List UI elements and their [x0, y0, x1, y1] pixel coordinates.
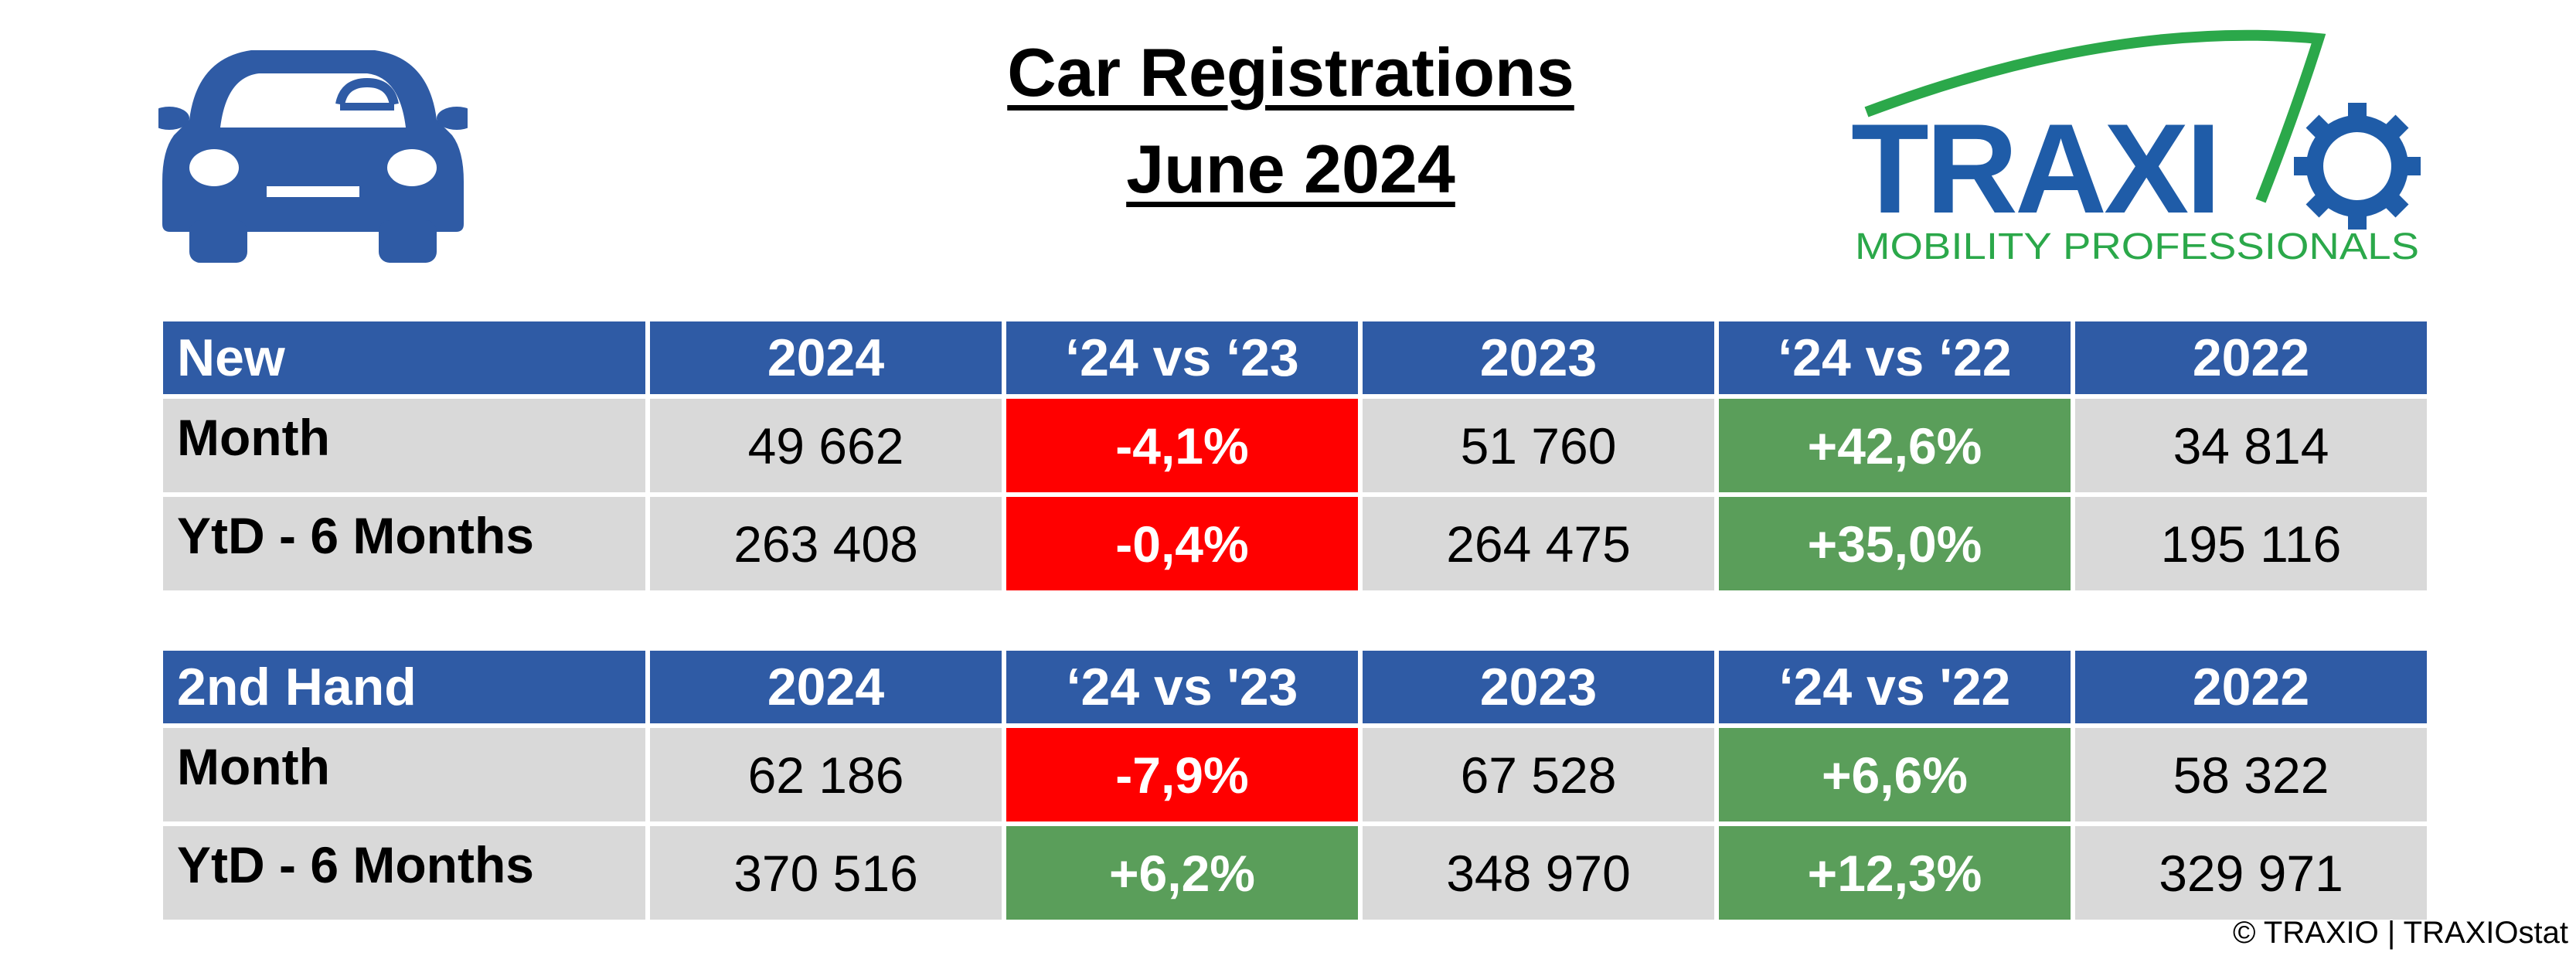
- table-row: Month 49 662 -4,1% 51 760 +42,6% 34 814: [163, 399, 2427, 492]
- change-cell-negative: -7,9%: [1006, 728, 1358, 821]
- table-header-cell: 2nd Hand: [163, 651, 645, 723]
- change-cell-positive: +35,0%: [1719, 497, 2071, 590]
- table-row: Month 62 186 -7,9% 67 528 +6,6% 58 322: [163, 728, 2427, 821]
- page-subtitle: June 2024: [1126, 131, 1455, 207]
- traxio-logo: TRAXI MOBILITY PROFESSIONALS: [1851, 29, 2421, 267]
- table-row: YtD - 6 Months 370 516 +6,2% 348 970 +12…: [163, 826, 2427, 920]
- table-header-cell: ‘24 vs '23: [1006, 651, 1358, 723]
- table-cell: 329 971: [2075, 826, 2427, 920]
- table-header-cell: 2024: [650, 321, 1002, 394]
- table-cell: 49 662: [650, 399, 1002, 492]
- change-cell-positive: +42,6%: [1719, 399, 2071, 492]
- table-header-cell: ‘24 vs '22: [1719, 651, 2071, 723]
- table-cell: 263 408: [650, 497, 1002, 590]
- row-label: YtD - 6 Months: [163, 826, 645, 920]
- table-cell: 62 186: [650, 728, 1002, 821]
- table-cell: 67 528: [1363, 728, 1714, 821]
- second-hand-registrations-table: 2nd Hand 2024 ‘24 vs '23 2023 ‘24 vs '22…: [158, 646, 2431, 924]
- table-cell: 195 116: [2075, 497, 2427, 590]
- table-cell: 58 322: [2075, 728, 2427, 821]
- table-header-cell: New: [163, 321, 645, 394]
- row-label: YtD - 6 Months: [163, 497, 645, 590]
- table-header-cell: ‘24 vs ‘23: [1006, 321, 1358, 394]
- table-cell: 51 760: [1363, 399, 1714, 492]
- table-header-row: New 2024 ‘24 vs ‘23 2023 ‘24 vs ‘22 2022: [163, 321, 2427, 394]
- change-cell-positive: +6,6%: [1719, 728, 2071, 821]
- table-header-cell: 2022: [2075, 651, 2427, 723]
- change-cell-positive: +12,3%: [1719, 826, 2071, 920]
- table-header-cell: 2023: [1363, 321, 1714, 394]
- car-icon: [158, 50, 468, 263]
- table-header-cell: 2023: [1363, 651, 1714, 723]
- table-header-cell: ‘24 vs ‘22: [1719, 321, 2071, 394]
- table-row: YtD - 6 Months 263 408 -0,4% 264 475 +35…: [163, 497, 2427, 590]
- table-header-row: 2nd Hand 2024 ‘24 vs '23 2023 ‘24 vs '22…: [163, 651, 2427, 723]
- table-cell: 370 516: [650, 826, 1002, 920]
- row-label: Month: [163, 399, 645, 492]
- new-registrations-table: New 2024 ‘24 vs ‘23 2023 ‘24 vs ‘22 2022…: [158, 317, 2431, 595]
- svg-text:MOBILITY PROFESSIONALS: MOBILITY PROFESSIONALS: [1855, 226, 2419, 267]
- page-title: Car Registrations: [1007, 34, 1574, 111]
- svg-text:TRAXI: TRAXI: [1851, 97, 2218, 240]
- row-label: Month: [163, 728, 645, 821]
- table-cell: 264 475: [1363, 497, 1714, 590]
- table-cell: 34 814: [2075, 399, 2427, 492]
- table-header-cell: 2022: [2075, 321, 2427, 394]
- copyright-notice: © TRAXIO | TRAXIOstat: [2232, 916, 2568, 950]
- change-cell-negative: -4,1%: [1006, 399, 1358, 492]
- table-cell: 348 970: [1363, 826, 1714, 920]
- change-cell-positive: +6,2%: [1006, 826, 1358, 920]
- change-cell-negative: -0,4%: [1006, 497, 1358, 590]
- table-header-cell: 2024: [650, 651, 1002, 723]
